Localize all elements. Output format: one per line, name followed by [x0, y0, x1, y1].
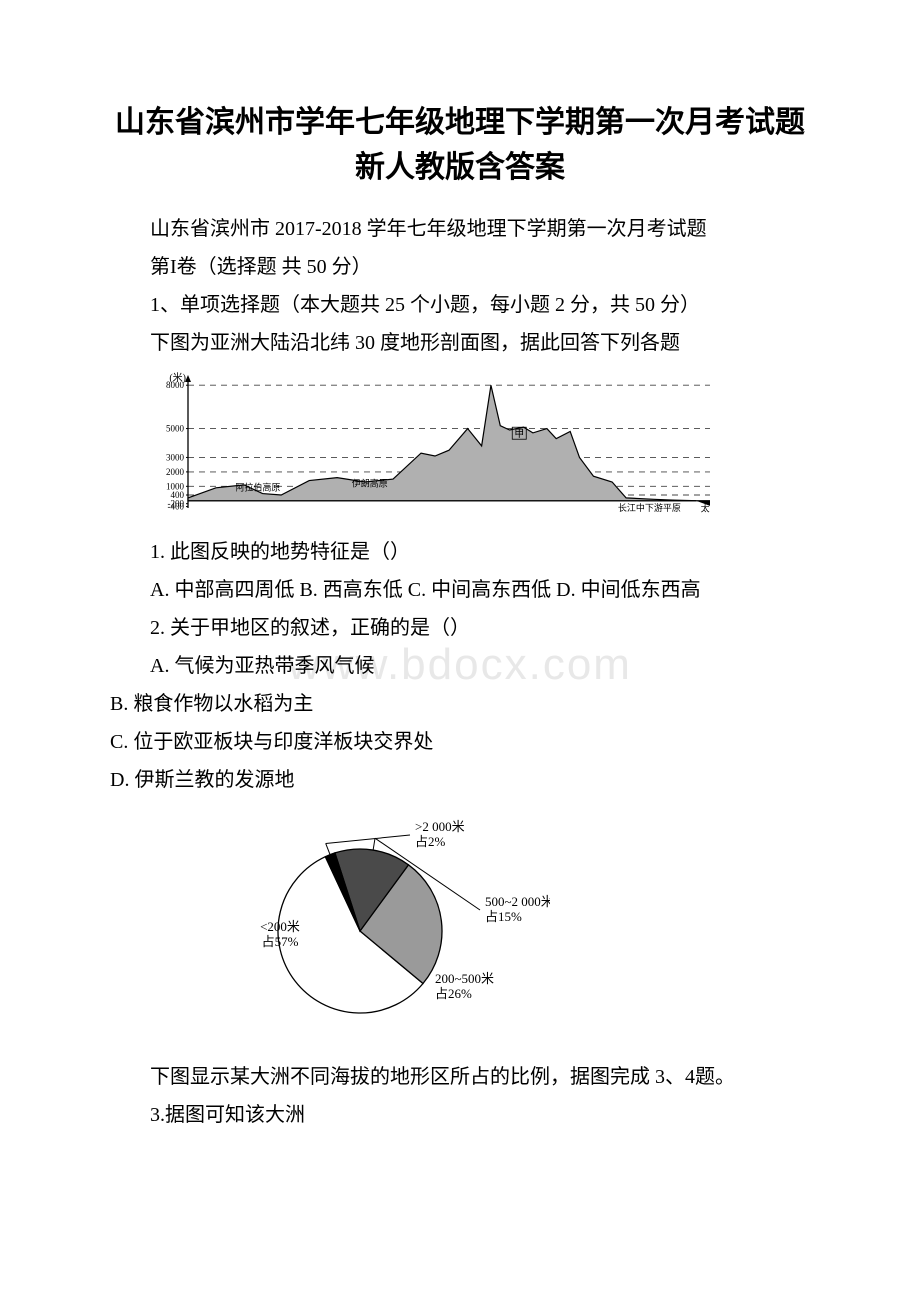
svg-text:占2%: 占2%	[415, 834, 446, 849]
question-2-option-a: A. 气候为亚热带季风气候	[110, 647, 810, 685]
svg-text:200~500米: 200~500米	[435, 971, 494, 986]
svg-text:甲: 甲	[514, 429, 524, 440]
document-title: 山东省滨州市学年七年级地理下学期第一次月考试题新人教版含答案	[110, 100, 810, 190]
question-2-option-d: D. 伊斯兰教的发源地	[110, 761, 810, 799]
svg-text:伊朗高原: 伊朗高原	[352, 477, 388, 488]
svg-text:<200米: <200米	[260, 919, 300, 934]
svg-text:长江中下游平原: 长江中下游平原	[618, 502, 681, 513]
question-2-option-b: B. 粮食作物以水稻为主	[110, 685, 810, 723]
profile-chart-container: (米)-400-20040010002000300050008000阿拉伯高原伊…	[150, 370, 810, 525]
svg-text:占26%: 占26%	[435, 986, 472, 1001]
question-3: 3.据图可知该大洲	[110, 1096, 810, 1134]
svg-text:400: 400	[171, 490, 185, 500]
chart1-intro: 下图为亚洲大陆沿北纬 30 度地形剖面图，据此回答下列各题	[110, 324, 810, 362]
svg-text:1000: 1000	[166, 481, 185, 491]
svg-text:8000: 8000	[166, 380, 185, 390]
terrain-profile-chart: (米)-400-20040010002000300050008000阿拉伯高原伊…	[150, 370, 710, 520]
svg-text:5000: 5000	[166, 424, 185, 434]
svg-text:500~2 000米: 500~2 000米	[485, 894, 550, 909]
question-2: 2. 关于甲地区的叙述，正确的是（）	[110, 609, 810, 647]
pie-chart-container: <200米占57% 200~500米占26% 500~2 000米占15% >2 00…	[230, 811, 810, 1046]
svg-text:占15%: 占15%	[485, 909, 522, 924]
chart2-intro: 下图显示某大洲不同海拔的地形区所占的比例，据图完成 3、4题。	[110, 1058, 810, 1096]
question-2-option-c: C. 位于欧亚板块与印度洋板块交界处	[110, 723, 810, 761]
svg-text:-200: -200	[168, 499, 185, 509]
svg-text:>2 000米: >2 000米	[415, 819, 465, 834]
svg-text:占57%: 占57%	[262, 934, 299, 949]
intro-line-2: 第I卷（选择题 共 50 分）	[110, 248, 810, 286]
section-header: 1、单项选择题（本大题共 25 个小题，每小题 2 分，共 50 分）	[110, 286, 810, 324]
svg-text:2000: 2000	[166, 467, 185, 477]
intro-line-1: 山东省滨州市 2017-2018 学年七年级地理下学期第一次月考试题	[110, 210, 810, 248]
question-1: 1. 此图反映的地势特征是（）	[110, 533, 810, 571]
svg-text:太平洋: 太平洋	[701, 503, 710, 514]
svg-text:3000: 3000	[166, 452, 185, 462]
svg-text:阿拉伯高原: 阿拉伯高原	[235, 482, 280, 493]
elevation-pie-chart: <200米占57% 200~500米占26% 500~2 000米占15% >2 00…	[230, 811, 550, 1041]
question-1-options: A. 中部高四周低 B. 西高东低 C. 中间高东西低 D. 中间低东西高	[110, 571, 810, 609]
